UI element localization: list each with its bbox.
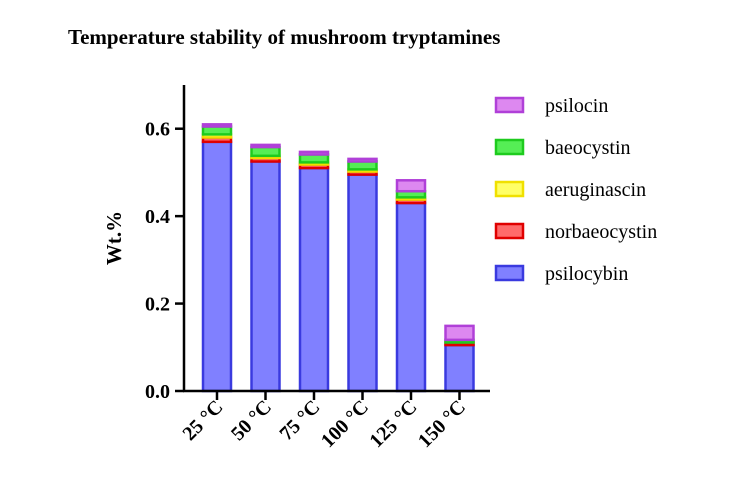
legend: psilocin baeocystin aeruginascin norbaeocys… — [494, 95, 657, 285]
legend-label-psilocybin: psilocybin — [545, 263, 628, 285]
legend-label-aeruginascin: aeruginascin — [545, 179, 646, 201]
bar-psilocin-5 — [444, 324, 475, 342]
bar-psilocin-0 — [201, 123, 233, 128]
y-tick-label: 0.2 — [145, 294, 170, 316]
legend-swatch-norbaeocystin — [494, 222, 525, 240]
legend-label-norbaeocystin: norbaeocystin — [545, 221, 657, 243]
legend-swatch-baeocystin — [494, 138, 525, 156]
x-tick-label: 25 °C — [178, 396, 227, 445]
y-tick-label: 0.0 — [145, 381, 170, 403]
chart-title: Temperature stability of mushroom trypta… — [68, 25, 500, 49]
x-tick-label: 100 °C — [317, 396, 373, 452]
x-tick-label: 50 °C — [227, 396, 276, 445]
bar-psilocin-3 — [347, 157, 378, 163]
bar-psilocin-1 — [250, 143, 281, 149]
legend-swatch-psilocybin — [494, 264, 525, 282]
bars-group — [201, 123, 475, 393]
bar-psilocybin-5 — [444, 343, 475, 393]
axes-group — [182, 85, 490, 393]
bar-psilocybin-2 — [298, 166, 330, 393]
legend-swatch-psilocin — [494, 96, 525, 114]
x-tick-label: 125 °C — [365, 396, 421, 452]
bar-psilocin-4 — [395, 179, 427, 193]
bar-psilocybin-4 — [395, 201, 427, 393]
legend-swatch-aeruginascin — [494, 180, 525, 198]
bar-psilocybin-0 — [201, 140, 233, 393]
y-tick-label: 0.6 — [145, 119, 170, 141]
y-tick-label: 0.4 — [145, 206, 170, 228]
bar-psilocybin-3 — [347, 173, 378, 393]
bar-psilocin-2 — [298, 150, 330, 156]
legend-label-baeocystin: baeocystin — [545, 137, 631, 159]
x-tick-label: 150 °C — [414, 396, 470, 452]
bar-baeocystin-1 — [250, 145, 281, 158]
legend-label-psilocin: psilocin — [545, 95, 608, 117]
bar-psilocybin-1 — [250, 160, 281, 393]
y-axis-title: Wt.% — [102, 211, 126, 265]
